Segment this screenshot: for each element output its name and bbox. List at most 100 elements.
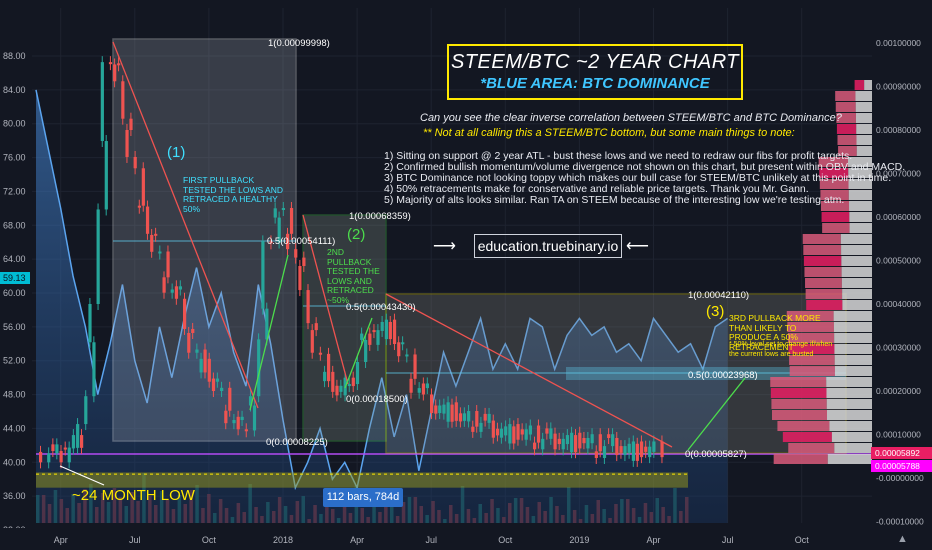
profile-bar-pink <box>805 278 842 288</box>
candle-body <box>425 383 430 389</box>
left-price-tag <box>0 272 30 284</box>
candle-body <box>347 384 351 387</box>
candle-body <box>63 447 67 450</box>
arrow-left-icon: ⟶ <box>433 238 456 255</box>
candle-body <box>113 64 117 82</box>
fib-zones <box>112 38 847 454</box>
candle-body <box>154 233 158 236</box>
candle-body <box>355 362 360 385</box>
candle-body <box>495 428 500 436</box>
profile-bar-pink <box>786 311 834 321</box>
profile-bar-pink <box>802 234 841 244</box>
candle-body <box>174 286 179 299</box>
candle-body <box>487 413 491 423</box>
candle-body <box>100 62 104 142</box>
profile-bar-pink <box>821 212 850 222</box>
profile-bar-gray <box>856 124 872 134</box>
uptrend-line-3 <box>687 377 746 451</box>
annotation-pullback-1: FIRST PULLBACK TESTED THE LOWS AND RETRA… <box>183 175 283 214</box>
left-axis-label: 64.00 <box>3 254 26 264</box>
candle-body <box>51 444 55 452</box>
annotation-pullback-2: 2ND PULLBACK TESTED THE LOWS AND RETRACE… <box>327 247 380 305</box>
x-axis-tick-label: Oct <box>498 535 513 545</box>
profile-bar-pink <box>787 333 835 343</box>
annotation-pullback-3: 3RD PULLBACK MORE THAN LIKELY TO PRODUCE… <box>729 313 821 352</box>
candle-body <box>417 388 421 393</box>
candle-body <box>145 206 150 234</box>
candle-body <box>565 435 570 445</box>
candle-body <box>327 353 331 382</box>
profile-bar-pink <box>819 179 849 189</box>
fib3-bottom-label: 0(0.00005827) <box>685 449 747 460</box>
candle-body <box>310 330 314 353</box>
candle-body <box>508 424 512 444</box>
candle-body <box>541 438 545 450</box>
candle-body <box>611 434 615 447</box>
fib2-top-label: 1(0.00068359) <box>349 211 411 222</box>
profile-bar-gray <box>841 278 872 288</box>
candle-body <box>392 319 397 345</box>
zone1-number: (1) <box>167 144 186 161</box>
profile-bar-gray <box>833 322 872 332</box>
candle-body <box>318 352 323 355</box>
candle-body <box>376 330 380 345</box>
candle-body <box>39 451 43 463</box>
candle-body <box>450 404 454 422</box>
candle-body <box>257 339 261 397</box>
right-price-tag <box>871 447 932 459</box>
candle-body <box>298 266 302 291</box>
candle-body <box>220 387 224 391</box>
profile-bar-gray <box>841 245 872 255</box>
uptrend-line-2 <box>344 317 373 389</box>
right-axis-label: -0.00000000 <box>876 473 924 483</box>
left-axis-label: 72.00 <box>3 186 26 196</box>
profile-bar-pink <box>777 421 830 431</box>
candle-body <box>499 428 504 438</box>
candle-body <box>351 377 355 387</box>
candle-body <box>536 425 541 443</box>
uptrend-line-1 <box>249 254 289 411</box>
fib3-mid-label: 0.5(0.00023968) <box>688 370 758 381</box>
candle-body <box>360 333 364 340</box>
x-axis-tick-label: Jul <box>722 535 734 545</box>
candle-body <box>475 411 479 427</box>
x-axis-band <box>0 528 932 550</box>
trend-lines <box>59 41 746 486</box>
note-question: Can you see the clear inverse correlatio… <box>420 112 842 124</box>
candle-body <box>47 453 51 463</box>
candle-body <box>92 342 96 397</box>
left-axis-label: 84.00 <box>3 85 26 95</box>
candle-body <box>141 168 145 206</box>
candle-body <box>108 62 113 65</box>
volume-profile <box>770 80 872 464</box>
downtrend-line-3 <box>385 293 673 448</box>
note-point-5: 5) Majority of alts looks similar. Ran T… <box>384 194 845 206</box>
note-point-2: 2) Confirmed bullish momentum/volume div… <box>384 161 906 173</box>
candle-body <box>187 333 191 353</box>
profile-bar-gray <box>855 113 872 123</box>
right-axis-label: 0.00090000 <box>876 82 921 92</box>
x-axis-tick-label: 2018 <box>273 535 293 545</box>
candle-body <box>442 404 446 414</box>
candle-body <box>462 413 467 421</box>
x-axis-tick-label: Apr <box>54 535 68 545</box>
candle-body <box>150 234 154 252</box>
profile-bar-gray <box>826 377 872 387</box>
candle-body <box>627 443 631 453</box>
candle-body <box>76 424 80 448</box>
candle-body <box>71 435 76 449</box>
candle-body <box>125 130 129 157</box>
candle-body <box>458 413 463 422</box>
candle-body <box>430 394 434 414</box>
profile-bar-gray <box>848 190 872 200</box>
candle-body <box>388 321 392 340</box>
candle-body <box>648 446 652 458</box>
candle-body <box>623 446 627 456</box>
arrow-right-icon: ⟵ <box>626 238 649 255</box>
candle-body <box>557 438 561 445</box>
candle-body <box>339 385 343 392</box>
profile-bar-pink <box>822 223 850 233</box>
note-point-3: 3) BTC Dominance not looking toppy which… <box>384 172 892 184</box>
candle-body <box>199 358 203 373</box>
